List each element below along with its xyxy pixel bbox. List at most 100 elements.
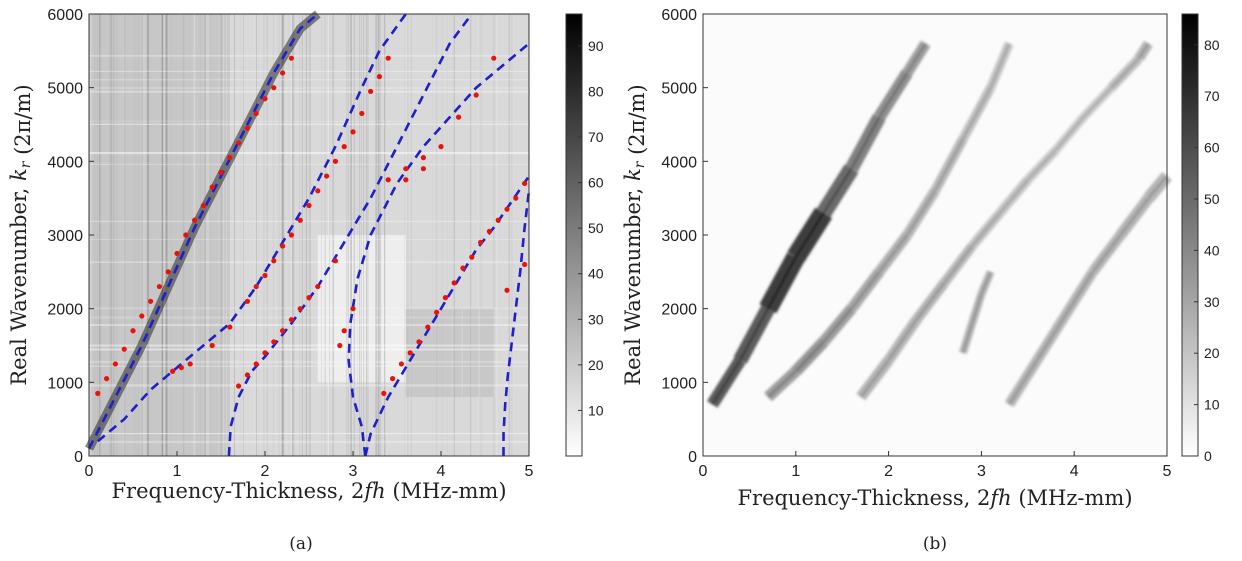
extracted-point <box>420 166 426 172</box>
extracted-point <box>236 383 242 389</box>
extracted-point <box>178 365 184 371</box>
extracted-point <box>513 195 519 201</box>
y-tick-label: 6000 <box>47 7 83 24</box>
x-tick-label: 5 <box>1163 463 1172 480</box>
extracted-point <box>504 206 510 212</box>
extracted-point <box>385 55 391 61</box>
y-tick-label: 1000 <box>661 375 697 392</box>
panel-b-y-axis-label: Real Wavenumber, kr (2π/m) <box>621 84 649 385</box>
extracted-point <box>104 376 110 382</box>
extracted-point <box>192 217 198 223</box>
mode-band-3-ridge <box>1082 86 1113 118</box>
mode-band-1-ridge <box>850 116 881 170</box>
colorbar-tick-label: 90 <box>588 38 604 54</box>
panel-b-colorbar <box>1181 13 1199 457</box>
mode-band-2-ridge <box>906 190 936 236</box>
extracted-point <box>280 243 286 249</box>
panel-a-x-axis-label: Frequency-Thickness, 2fh (MHz-mm) <box>111 479 506 503</box>
extracted-point <box>306 202 312 209</box>
extracted-point <box>434 309 440 315</box>
x-tick-label: 2 <box>884 463 893 480</box>
extracted-point <box>139 313 145 319</box>
extracted-point <box>121 346 127 352</box>
colorbar-tick-label: 20 <box>1204 345 1220 361</box>
extracted-point <box>341 328 347 334</box>
theory-curve-1 <box>87 13 319 450</box>
extracted-point <box>130 328 136 334</box>
extracted-point <box>297 306 303 312</box>
panel-a-colorbar-ticks: 10 20 30 40 50 60 70 80 90 <box>578 38 604 418</box>
extracted-point <box>315 283 321 290</box>
extracted-point <box>174 250 180 257</box>
extracted-point <box>306 295 312 301</box>
y-tick-label: 4000 <box>47 154 83 171</box>
extracted-point <box>244 298 250 304</box>
colorbar-tick-label: 80 <box>1204 37 1220 53</box>
extracted-point <box>403 166 409 172</box>
y-tick-label: 0 <box>74 449 83 466</box>
extracted-point <box>451 280 457 286</box>
panel-b-y-ticks: 0 1000 2000 3000 4000 5000 6000 <box>661 7 708 466</box>
y-tick-label: 2000 <box>47 302 83 319</box>
extracted-point <box>403 177 409 183</box>
extracted-point <box>368 88 374 94</box>
mode-band-3-ridge <box>1138 42 1150 59</box>
mode-band-3-ridge <box>999 179 1029 214</box>
mode-band-1-ridge <box>711 359 741 405</box>
extracted-point <box>522 261 528 268</box>
panel-b: 0 1 2 3 4 5 0 1000 2000 3000 4000 5000 6000 Frequen… <box>621 7 1220 554</box>
extracted-point <box>148 298 154 304</box>
mode-band-5-ridge <box>1064 271 1094 317</box>
extracted-point <box>288 232 294 238</box>
panel-b-mode-bands <box>706 40 1172 408</box>
mode-band-2-ridge <box>795 341 825 372</box>
mode-band-2-ridge <box>767 370 797 398</box>
extracted-point <box>187 361 193 367</box>
panel-b-colorbar-ticks: 0 10 20 30 40 50 60 70 80 <box>1194 37 1220 464</box>
panel-b-x-ticks: 0 1 2 3 4 5 <box>699 451 1172 480</box>
mode-band-4-ridge <box>980 271 992 295</box>
extracted-point <box>381 390 387 396</box>
mode-band-2-ridge <box>934 138 964 192</box>
mode-band-1-ridge <box>878 72 909 118</box>
colorbar-tick-label: 30 <box>1204 294 1220 310</box>
mode-band-2-ridge <box>961 87 992 140</box>
mode-band-1-ridge <box>794 212 825 258</box>
mode-band-4-ridge <box>971 293 983 324</box>
panel-a-colorbar <box>565 13 583 457</box>
panel-a: 0 1 2 3 4 5 0 1000 2000 3000 4000 5000 6000 Frequen… <box>7 7 604 554</box>
panel-a-heatmap-background <box>84 10 529 456</box>
x-tick-label: 0 <box>699 463 708 480</box>
extracted-point <box>359 110 365 117</box>
mode-band-3-ridge <box>1110 57 1140 89</box>
mode-band-3-ridge <box>943 245 973 284</box>
extracted-point <box>456 114 462 120</box>
heatmap-dark-region <box>89 14 230 456</box>
panel-a-x-ticks: 0 1 2 3 4 5 <box>85 451 534 480</box>
mode-band-5-ridge <box>1036 315 1066 361</box>
mode-band-3-ridge <box>1027 149 1057 181</box>
extracted-point <box>209 184 215 190</box>
x-tick-label: 4 <box>437 463 446 480</box>
extracted-point <box>262 96 268 102</box>
extracted-point <box>385 177 391 183</box>
mode-band-3-ridge <box>971 212 1001 247</box>
extracted-point <box>271 85 277 91</box>
y-tick-label: 5000 <box>47 81 83 98</box>
mode-band-1-ridge <box>822 168 853 214</box>
mode-band-3-ridge <box>887 319 918 361</box>
extracted-point <box>398 361 404 367</box>
extracted-point <box>262 350 268 356</box>
extracted-point <box>376 74 382 80</box>
extracted-point <box>390 376 396 382</box>
extracted-point <box>341 144 347 150</box>
x-tick-label: 2 <box>261 463 270 480</box>
colorbar-tick-label: 10 <box>1204 397 1220 413</box>
extracted-point <box>478 239 484 245</box>
colorbar-tick-label: 70 <box>1204 88 1220 104</box>
mode-band-2-ridge <box>989 43 1011 89</box>
colorbar-tick-label: 70 <box>588 129 604 145</box>
panel-b-x-axis-label: Frequency-Thickness, 2fh (MHz-mm) <box>737 486 1132 510</box>
extracted-point <box>253 110 259 117</box>
mode-band-4-ridge <box>961 323 974 354</box>
